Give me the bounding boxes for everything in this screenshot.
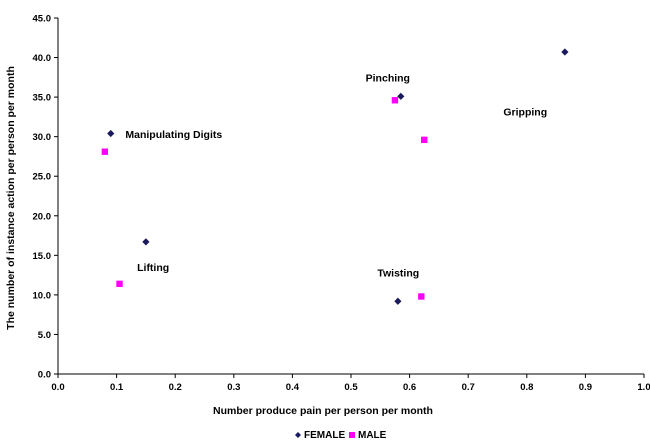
female-point — [397, 92, 405, 100]
female-point — [561, 48, 569, 56]
y-tick-label: 5.0 — [38, 330, 51, 341]
annotation-label: Twisting — [377, 268, 419, 280]
x-axis-title: Number produce pain per person per month — [213, 405, 433, 417]
annotation-label: Gripping — [503, 106, 547, 118]
legend-male-marker — [349, 432, 355, 438]
female-point — [394, 297, 402, 305]
x-tick-label: 0.0 — [51, 382, 64, 393]
tick-layer: 0.0 0.1 0.2 0.3 0.4 0.5 0.6 0.7 0.8 0.9 1.0 0.0 5.0 1… — [33, 14, 650, 394]
female-point — [142, 238, 150, 246]
y-tick-label: 40.0 — [33, 53, 52, 64]
annotation-label: Manipulating Digits — [125, 129, 222, 141]
y-tick-label: 25.0 — [33, 172, 52, 183]
legend-male-label: MALE — [358, 430, 387, 441]
x-tick-label: 0.3 — [227, 382, 240, 393]
points-layer — [101, 48, 569, 305]
y-tick-label: 35.0 — [33, 93, 52, 104]
x-tick-label: 0.9 — [579, 382, 592, 393]
annotation-label: Lifting — [137, 262, 169, 274]
y-tick-label: 0.0 — [38, 370, 51, 381]
y-tick-label: 30.0 — [33, 132, 52, 143]
female-point — [107, 129, 115, 138]
legend: FEMALE MALE — [295, 430, 387, 441]
x-tick-label: 1.0 — [637, 382, 650, 393]
annotation-layer: Manipulating Digits Pinching Gripping Lifti… — [125, 72, 547, 279]
legend-female-label: FEMALE — [304, 430, 345, 441]
legend-female-marker — [295, 432, 301, 438]
male-point — [421, 136, 428, 144]
male-point — [116, 280, 123, 288]
x-tick-label: 0.6 — [403, 382, 416, 393]
y-tick-label: 10.0 — [33, 290, 52, 301]
x-tick-label: 0.1 — [110, 382, 124, 393]
y-axis-title: The number of instance action per person… — [5, 66, 17, 330]
x-tick-label: 0.7 — [462, 382, 475, 393]
x-tick-label: 0.8 — [520, 382, 533, 393]
male-point — [418, 293, 425, 300]
y-tick-label: 20.0 — [33, 211, 52, 222]
male-point — [391, 97, 399, 104]
axes — [57, 18, 644, 375]
annotation-label: Pinching — [366, 72, 410, 84]
y-tick-label: 15.0 — [33, 251, 52, 262]
x-tick-label: 0.4 — [286, 382, 300, 393]
x-tick-label: 0.2 — [169, 382, 182, 393]
male-point — [101, 148, 109, 155]
y-tick-label: 45.0 — [33, 14, 52, 25]
x-tick-label: 0.5 — [344, 382, 358, 393]
